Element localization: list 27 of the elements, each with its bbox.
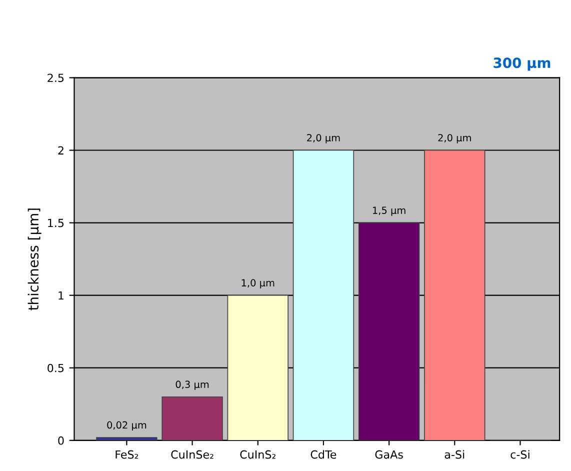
bar xyxy=(358,222,420,440)
y-tick-label: 2 xyxy=(58,146,64,154)
x-tick-label: c-Si xyxy=(510,450,530,459)
y-tick-label: 0 xyxy=(58,436,64,445)
bar xyxy=(162,396,223,440)
data-label: 0,3 µm xyxy=(176,380,209,390)
data-label: 2,0 µm xyxy=(438,134,471,144)
x-tick-label: a-Si xyxy=(444,450,464,459)
bar xyxy=(96,437,158,440)
data-label: 0,02 µm xyxy=(107,421,146,431)
y-tick-label: 1 xyxy=(58,291,64,300)
data-label: 1,0 µm xyxy=(242,279,274,288)
bar xyxy=(424,150,486,440)
bar xyxy=(292,150,354,440)
y-tick-label: 1.5 xyxy=(48,218,64,228)
data-label: 1,5 µm xyxy=(373,206,406,216)
x-tick-label: CuInS₂ xyxy=(240,450,276,459)
text: 300 µm xyxy=(494,58,550,71)
bar xyxy=(227,294,288,440)
data-label: 2,0 µm xyxy=(307,134,340,144)
x-tick-label: GaAs xyxy=(375,450,403,459)
y-tick-label: 0.5 xyxy=(48,364,64,372)
y-tick-label: 2.5 xyxy=(48,74,64,82)
x-tick-label: FeS₂ xyxy=(116,450,138,459)
x-tick-label: CuInSe₂ xyxy=(171,450,214,459)
x-tick-label: CdTe xyxy=(310,450,336,459)
y-axis-title: thickness [µm] xyxy=(28,208,42,310)
